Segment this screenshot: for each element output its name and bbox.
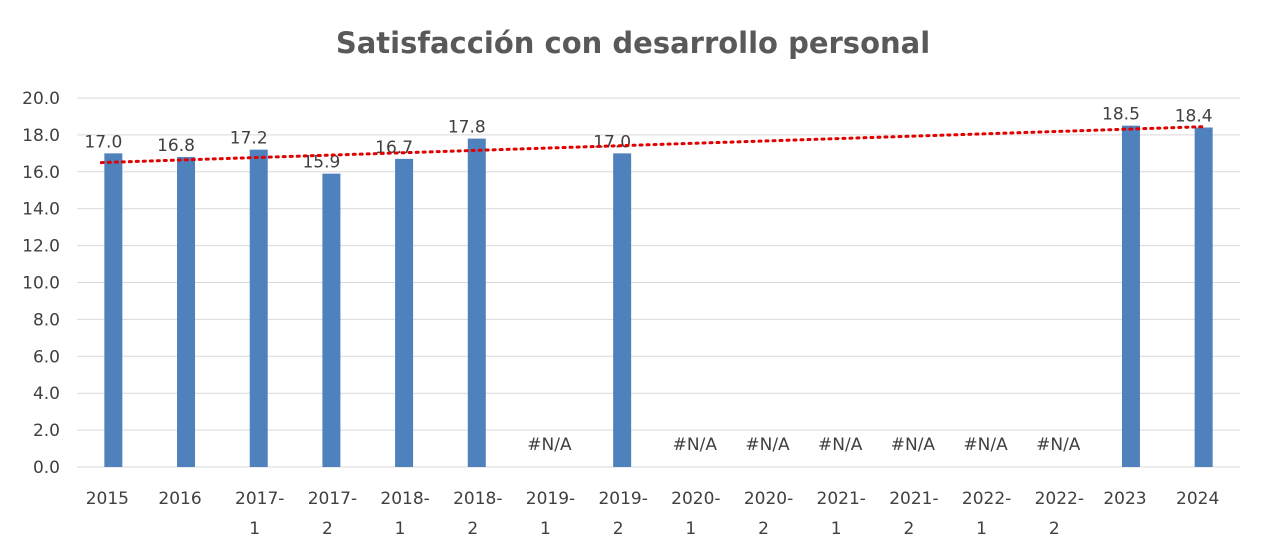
x-tick-label: 2016 xyxy=(158,489,201,509)
x-tick-label: 1 xyxy=(831,519,842,539)
y-tick-label: 20.0 xyxy=(22,89,60,109)
x-tick-label: 1 xyxy=(540,519,551,539)
x-tick-label: 2023 xyxy=(1103,489,1146,509)
x-tick-label: 2020- xyxy=(744,489,793,509)
trendline xyxy=(99,125,1208,165)
x-tick-label: 2 xyxy=(322,519,333,539)
y-tick-label: 16.0 xyxy=(22,163,60,183)
bar xyxy=(395,158,414,467)
x-tick-label: 2020- xyxy=(671,489,720,509)
x-tick-label: 2021- xyxy=(889,489,938,509)
data-label: #N/A xyxy=(818,435,863,455)
x-tick-label: 1 xyxy=(685,519,696,539)
bar xyxy=(104,153,123,467)
data-label: 16.8 xyxy=(157,136,195,156)
bar xyxy=(249,149,268,467)
x-tick-label: 2018- xyxy=(453,489,502,509)
bar xyxy=(177,157,196,468)
data-label: #N/A xyxy=(1036,435,1081,455)
x-tick-label: 1 xyxy=(976,519,987,539)
y-tick-label: 0.0 xyxy=(33,458,60,478)
x-tick-label: 1 xyxy=(249,519,260,539)
x-tick-label: 2 xyxy=(1049,519,1060,539)
y-tick-label: 6.0 xyxy=(33,347,60,367)
x-tick-label: 2015 xyxy=(86,489,129,509)
x-tick-label: 2 xyxy=(903,519,914,539)
bar xyxy=(467,138,486,467)
data-label: #N/A xyxy=(527,435,572,455)
data-label: 17.0 xyxy=(84,132,122,152)
x-tick-label: 2 xyxy=(467,519,478,539)
x-tick-label: 2 xyxy=(613,519,624,539)
x-tick-label: 2017- xyxy=(235,489,284,509)
x-tick-label: 2 xyxy=(758,519,769,539)
data-label: 17.0 xyxy=(593,132,631,152)
data-label: 17.8 xyxy=(448,118,486,138)
x-tick-label: 2019- xyxy=(598,489,647,509)
data-label: 15.9 xyxy=(302,153,340,173)
y-tick-label: 10.0 xyxy=(22,274,60,294)
data-label: #N/A xyxy=(673,435,718,455)
data-label: 17.2 xyxy=(230,129,268,149)
x-tick-label: 2018- xyxy=(380,489,429,509)
x-tick-label: 2017- xyxy=(308,489,357,509)
data-label: #N/A xyxy=(745,435,790,455)
bar xyxy=(613,153,632,467)
y-tick-label: 4.0 xyxy=(33,384,60,404)
y-tick-label: 12.0 xyxy=(22,237,60,257)
data-label: #N/A xyxy=(891,435,936,455)
y-tick-label: 14.0 xyxy=(22,200,60,220)
y-tick-label: 2.0 xyxy=(33,421,60,441)
data-label: 18.5 xyxy=(1102,105,1140,125)
y-tick-label: 18.0 xyxy=(22,126,60,146)
y-tick-label: 8.0 xyxy=(33,310,60,330)
x-tick-label: 2021- xyxy=(817,489,866,509)
data-label: #N/A xyxy=(963,435,1008,455)
x-tick-label: 2022- xyxy=(962,489,1011,509)
bar xyxy=(322,173,341,467)
bar xyxy=(1194,127,1213,468)
chart-title: Satisfacción con desarrollo personal xyxy=(336,26,930,60)
x-tick-label: 2022- xyxy=(1035,489,1084,509)
bar xyxy=(1121,125,1140,468)
x-tick-label: 2024 xyxy=(1176,489,1219,509)
x-tick-label: 2019- xyxy=(526,489,575,509)
x-tick-label: 1 xyxy=(395,519,406,539)
data-label: 18.4 xyxy=(1175,107,1213,127)
